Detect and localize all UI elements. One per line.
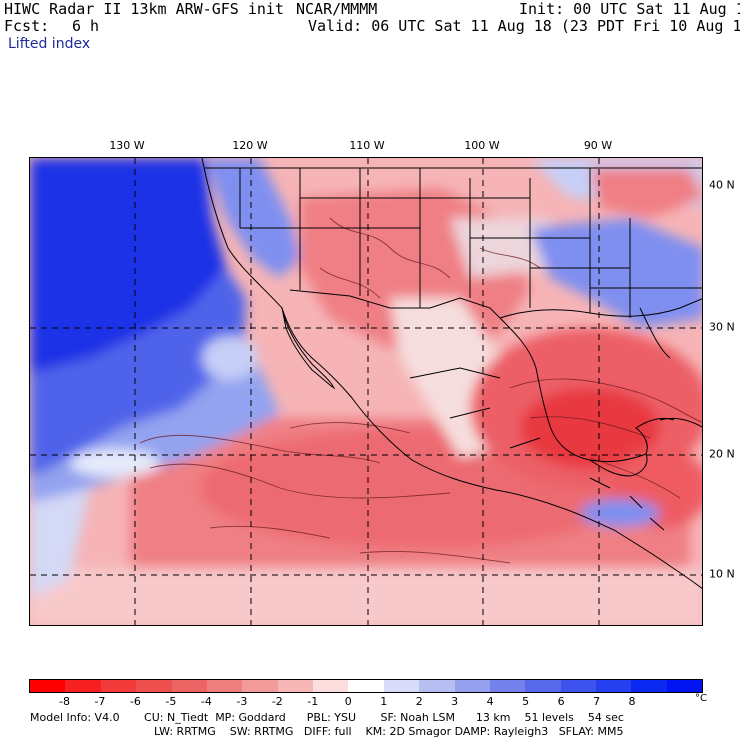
- colorbar-tick-label: 2: [415, 695, 423, 708]
- colorbar-swatch: [525, 680, 561, 692]
- colorbar-swatch: [100, 680, 137, 692]
- colorbar-tick-label: 4: [486, 695, 494, 708]
- graticule: [30, 158, 702, 625]
- colorbar-tick-label: 0: [344, 695, 352, 708]
- southwest-neutral-area: [30, 488, 90, 598]
- eastern-us-stable: [530, 218, 702, 328]
- northern-plains-unstable: [590, 168, 702, 218]
- colorbar-tick-label: -7: [94, 695, 106, 708]
- colorbar-tick-label: 5: [522, 695, 530, 708]
- gulf-coast-us: [499, 298, 702, 319]
- colorbar-swatch: [631, 680, 667, 692]
- init-time: Init: 00 UTC Sat 11 Aug 18: [519, 0, 740, 18]
- colorbar-swatch: [560, 680, 596, 692]
- colorbar-tick-label: -4: [200, 695, 212, 708]
- gulf-very-unstable: [520, 388, 660, 468]
- colorbar-swatch: [30, 680, 66, 692]
- colorbar-swatch: [666, 680, 703, 692]
- forecast-hour: 6 h: [72, 17, 100, 35]
- model-info-line2: LW: RRTMG SW: RRTMG DIFF: full KM: 2D Sm…: [154, 725, 624, 738]
- lat-label-20n: 20 N: [709, 447, 735, 461]
- plains-neutral-region: [450, 218, 550, 278]
- lon-label-100w: 100 W: [464, 139, 500, 152]
- colorbar-swatch: [136, 680, 172, 692]
- us-mexico-border: [289, 289, 501, 319]
- yucatan: [589, 453, 648, 477]
- field-name: Lifted index: [8, 36, 91, 52]
- valid-time: Valid: 06 UTC Sat 11 Aug 18 (23 PDT Fri …: [308, 17, 740, 35]
- colorbar-tick-label: -6: [129, 695, 141, 708]
- colorbar-swatch: [206, 680, 243, 692]
- lon-label-90w: 90 W: [583, 139, 613, 152]
- colorbar-tick-label: -5: [165, 695, 177, 708]
- political-boundaries: [201, 158, 702, 590]
- colorbar-swatch: [313, 680, 349, 692]
- colorbar-swatch: [454, 680, 490, 692]
- colorbar-swatch: [65, 680, 101, 692]
- data-source: NCAR/MMMM: [296, 0, 378, 18]
- baja-california: [281, 307, 336, 390]
- colorbar-tick-label: 1: [380, 695, 388, 708]
- colorbar-swatch: [383, 680, 420, 692]
- colorbar-swatch: [348, 680, 384, 692]
- colorbar-tick-label: -1: [307, 695, 319, 708]
- colorbar-swatch: [171, 680, 207, 692]
- florida: [639, 307, 671, 359]
- lat-label-40n: 40 N: [709, 178, 735, 192]
- model-info-line1: Model Info: V4.0 CU: N_Tiedt MP: Goddard…: [30, 711, 624, 724]
- central-america-stable: [580, 499, 660, 527]
- colorbar-swatch: [596, 680, 632, 692]
- colorbar: [29, 679, 703, 693]
- stable-tongue: [70, 449, 160, 477]
- southern-neutral-band: [30, 568, 702, 625]
- lon-label-120w: 120 W: [232, 139, 268, 152]
- colorbar-tick-label: 7: [593, 695, 601, 708]
- central-america-borders: [589, 477, 665, 531]
- california-stable-coast: [205, 158, 300, 278]
- colorbar-tick-label: -2: [271, 695, 283, 708]
- colorbar-tick-label: -8: [58, 695, 70, 708]
- lat-label-10n: 10 N: [709, 567, 735, 581]
- north-america-west-coast: [201, 158, 702, 590]
- lat-label-30n: 30 N: [709, 320, 735, 334]
- colorbar-tick-label: 8: [628, 695, 636, 708]
- forecast-label: Fcst:: [4, 17, 50, 35]
- lifted-index-map: [29, 157, 703, 626]
- lon-label-130w: 130 W: [109, 139, 145, 152]
- colorbar-swatch: [242, 680, 278, 692]
- cuba: [659, 417, 702, 428]
- colorbar-tick-label: -3: [236, 695, 248, 708]
- stable-transition-zone: [30, 268, 246, 478]
- lon-label-110w: 110 W: [349, 139, 385, 152]
- colorbar-unit: °C: [695, 693, 707, 704]
- colorbar-swatch: [277, 680, 313, 692]
- title-left: HIWC Radar II 13km ARW-GFS init: [4, 0, 284, 18]
- colorbar-swatch: [489, 680, 526, 692]
- state-lines-horizontal: [240, 197, 702, 289]
- mexico-states: [409, 367, 541, 449]
- colorbar-swatch: [419, 680, 455, 692]
- colorbar-tick-label: 3: [451, 695, 459, 708]
- stable-pacific-region: [30, 158, 226, 373]
- colorbar-tick-label: 6: [557, 695, 565, 708]
- map-canvas: [30, 158, 702, 625]
- stable-swirl: [202, 336, 258, 380]
